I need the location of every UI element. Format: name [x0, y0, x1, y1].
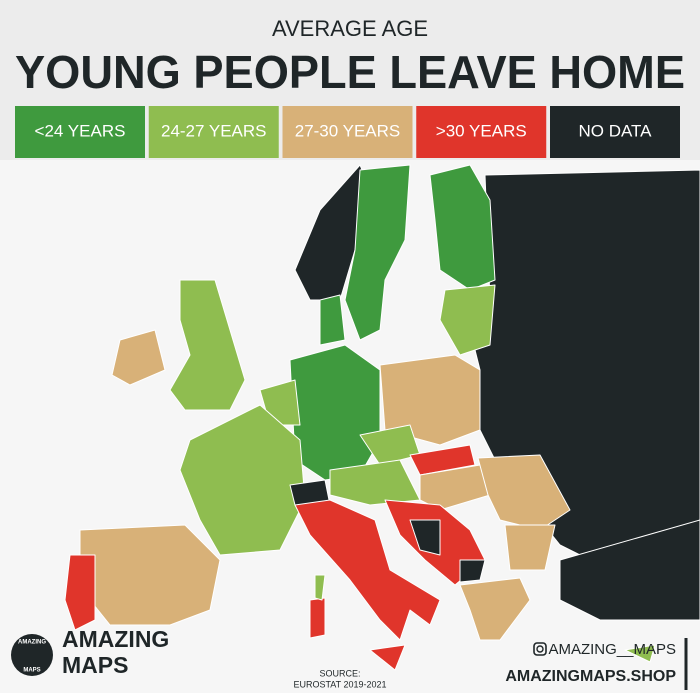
legend-label: 24-27 YEARS: [161, 121, 267, 140]
denmark: [319, 294, 346, 346]
hungary: [419, 464, 491, 511]
italy: [294, 499, 441, 641]
logo-badge-text: MAPS: [23, 668, 40, 674]
ireland: [111, 329, 166, 386]
sardinia: [309, 597, 326, 639]
legend-swatch: [416, 106, 547, 158]
france: [179, 404, 306, 556]
title: YOUNG PEOPLE LEAVE HOME: [15, 46, 685, 98]
map: [64, 164, 700, 671]
social-handle: AMAZING__MAPS: [548, 641, 676, 658]
finland: [429, 164, 496, 291]
source-label: SOURCE:: [319, 668, 360, 678]
instagram-icon: [533, 642, 547, 656]
uk: [169, 279, 246, 411]
legend-label: NO DATA: [578, 121, 652, 140]
portugal: [64, 554, 96, 631]
cyprus: [624, 644, 656, 663]
bosnia: [409, 519, 441, 556]
logo-badge: [11, 634, 53, 676]
legend: <24 YEARS 24-27 YEARS 27-30 YEARS >30 YEARS…: [15, 106, 680, 158]
turkey: [559, 519, 700, 621]
spain: [79, 524, 221, 626]
legend-label: 27-30 YEARS: [295, 121, 401, 140]
logo-text: MAPS: [62, 652, 128, 678]
sicily: [369, 644, 406, 671]
greece: [459, 577, 531, 641]
bulgaria: [504, 524, 556, 571]
source-text: EUROSTAT 2019-2021: [293, 679, 386, 689]
legend-swatch: [282, 106, 413, 158]
legend-swatch: [148, 106, 279, 158]
slovakia: [409, 444, 476, 476]
sweden: [344, 164, 411, 341]
legend-swatch: [15, 106, 145, 158]
logo-badge-text: AMAZING: [18, 640, 46, 646]
kosovo: [459, 559, 486, 583]
logo-text: AMAZING: [62, 626, 169, 652]
norway: [294, 164, 371, 301]
germany: [289, 344, 381, 481]
legend-label: >30 YEARS: [436, 121, 527, 140]
social-site: AMAZINGMAPS.SHOP: [505, 668, 676, 685]
legend-swatch: [550, 106, 680, 158]
corsica: [314, 574, 326, 601]
subtitle: AVERAGE AGE: [272, 16, 428, 41]
baltics: [439, 284, 496, 356]
legend-label: <24 YEARS: [35, 121, 126, 140]
instagram-icon: [536, 645, 544, 653]
